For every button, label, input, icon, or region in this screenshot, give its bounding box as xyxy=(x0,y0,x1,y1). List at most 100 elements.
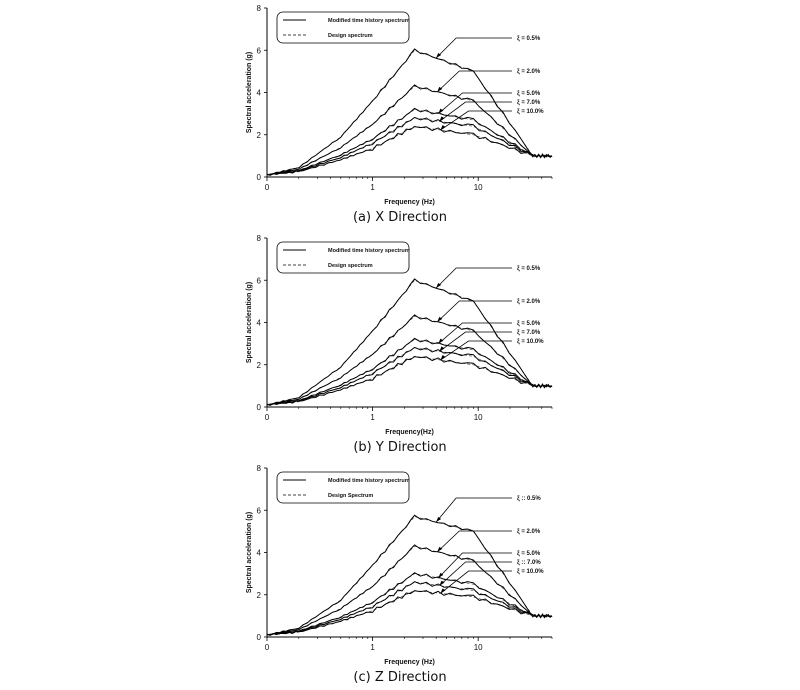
modified-spectrum-line-0 xyxy=(266,514,553,636)
damping-label: ξ = 10.0% xyxy=(517,569,544,575)
annotation-leader xyxy=(439,331,512,352)
caption-z: (c) Z Direction xyxy=(353,670,447,685)
y-axis-title: Spectral acceleration (g) xyxy=(246,52,253,133)
y-tick-label: 4 xyxy=(257,89,262,98)
y-tick-label: 6 xyxy=(257,506,262,515)
chart-y-svg: 0 2 4 6 8 0 1 10 Frequency(Hz) Spectral accelerat… xyxy=(246,234,553,436)
damping-label: ξ = 7.0% xyxy=(517,100,541,106)
modified-spectrum-line-3 xyxy=(266,116,553,176)
caption-x: (a) X Direction xyxy=(352,210,447,225)
x-tick-label: 10 xyxy=(474,643,483,652)
y-tick-label: 2 xyxy=(257,361,262,370)
annotation-leader xyxy=(438,552,512,579)
y-tick-label: 0 xyxy=(257,173,262,182)
annotation-leader xyxy=(437,70,512,93)
modified-spectrum-line-2 xyxy=(266,337,553,406)
damping-label: ξ = 5.0% xyxy=(517,91,541,97)
caption-y: (b) Y Direction xyxy=(353,440,447,455)
damping-label: ξ :: 7.0% xyxy=(517,560,541,566)
annotation-leader xyxy=(440,570,512,594)
annotation-arrowhead xyxy=(439,580,445,586)
annotation-leader xyxy=(438,322,512,344)
chart-panel-y: 0 2 4 6 8 0 1 10 Frequency(Hz) Spectral accelerat… xyxy=(0,230,800,460)
design-spectrum-line-4 xyxy=(266,590,552,636)
damping-label: ξ :: 0.5% xyxy=(517,496,541,502)
legend-label: Modified time history spectrum xyxy=(328,478,410,484)
design-spectrum-line-3 xyxy=(266,581,552,636)
x-tick-label: 1 xyxy=(370,413,375,422)
annotation-arrowhead xyxy=(440,588,446,594)
damping-label: ξ = 5.0% xyxy=(517,321,541,327)
design-spectrum-line-2 xyxy=(266,109,552,176)
modified-spectrum-line-4 xyxy=(266,126,553,176)
y-tick-label: 6 xyxy=(257,46,262,55)
annotation-arrowhead xyxy=(438,572,444,578)
annotation-arrowhead xyxy=(437,86,443,92)
y-tick-label: 0 xyxy=(257,633,262,642)
design-spectrum-line-3 xyxy=(266,347,552,406)
x-tick-label: 0 xyxy=(265,643,270,652)
x-tick-label: 0 xyxy=(265,183,270,192)
modified-spectrum-line-4 xyxy=(266,356,553,406)
modified-spectrum-line-0 xyxy=(266,278,553,406)
y-tick-label: 4 xyxy=(257,319,262,328)
y-axis-title: Spectral acceleration (g) xyxy=(246,512,253,593)
annotation-leader xyxy=(435,37,512,59)
annotation-leader xyxy=(435,267,512,289)
chart-panel-z: 0 2 4 6 8 0 1 10 Frequency (Hz) Spectral accelera… xyxy=(0,460,800,690)
annotation-arrowhead xyxy=(440,125,446,131)
annotation-arrowhead xyxy=(436,283,442,289)
x-tick-label: 0 xyxy=(265,413,270,422)
modified-spectrum-line-1 xyxy=(266,544,553,636)
annotation-arrowhead xyxy=(440,355,446,361)
y-tick-label: 6 xyxy=(257,276,262,285)
design-spectrum-line-3 xyxy=(266,117,552,176)
annotation-leader xyxy=(440,340,512,361)
modified-spectrum-line-1 xyxy=(266,84,553,176)
damping-label: ξ = 2.0% xyxy=(517,529,541,535)
x-axis-title: Frequency(Hz) xyxy=(385,429,434,436)
design-spectrum-line-1 xyxy=(266,315,552,406)
modified-spectrum-line-4 xyxy=(266,590,553,636)
legend-label: Modified time history spectrum xyxy=(328,248,410,254)
x-tick-label: 1 xyxy=(370,183,375,192)
legend-box xyxy=(276,11,410,44)
damping-label: ξ = 2.0% xyxy=(517,299,541,305)
y-axis-title: Spectral acceleration (g) xyxy=(246,282,253,363)
damping-label: ξ = 2.0% xyxy=(517,69,541,75)
chart-panel-x: 0 2 4 6 8 0 1 10 Frequency (Hz) Spectral accelera… xyxy=(0,0,800,230)
annotation-arrowhead xyxy=(438,338,444,344)
damping-label: ξ = 7.0% xyxy=(517,330,541,336)
annotation-leader xyxy=(438,92,512,114)
design-spectrum-line-1 xyxy=(266,545,552,636)
design-spectrum-line-0 xyxy=(266,516,552,636)
damping-label: ξ = 10.0% xyxy=(517,339,544,345)
x-axis-title: Frequency (Hz) xyxy=(384,199,435,206)
y-tick-label: 8 xyxy=(257,234,262,243)
design-spectrum-line-2 xyxy=(266,573,552,636)
annotation-leader xyxy=(439,101,512,122)
annotation-leader xyxy=(435,497,512,523)
y-tick-label: 2 xyxy=(257,591,262,600)
annotation-leader xyxy=(437,530,512,553)
annotation-arrowhead xyxy=(436,517,442,523)
y-tick-label: 8 xyxy=(257,4,262,13)
design-spectrum-line-1 xyxy=(266,85,552,176)
annotation-arrowhead xyxy=(437,316,443,322)
damping-label: ξ = 0.5% xyxy=(517,36,541,42)
damping-label: ξ = 10.0% xyxy=(517,109,544,115)
y-tick-label: 8 xyxy=(257,464,262,473)
chart-z-svg: 0 2 4 6 8 0 1 10 Frequency (Hz) Spectral accelera… xyxy=(246,464,553,666)
legend-label: Design spectrum xyxy=(328,263,373,269)
legend-label: Modified time history spectrum xyxy=(328,18,410,24)
legend-label: Design Spectrum xyxy=(328,493,373,499)
modified-spectrum-line-3 xyxy=(266,581,553,636)
annotation-arrowhead xyxy=(437,546,443,552)
legend-box xyxy=(276,471,410,504)
annotation-leader xyxy=(440,110,512,131)
x-tick-label: 10 xyxy=(474,183,483,192)
damping-label: ξ = 0.5% xyxy=(517,266,541,272)
modified-spectrum-line-2 xyxy=(266,572,553,636)
y-tick-label: 0 xyxy=(257,403,262,412)
annotation-leader xyxy=(437,300,512,323)
